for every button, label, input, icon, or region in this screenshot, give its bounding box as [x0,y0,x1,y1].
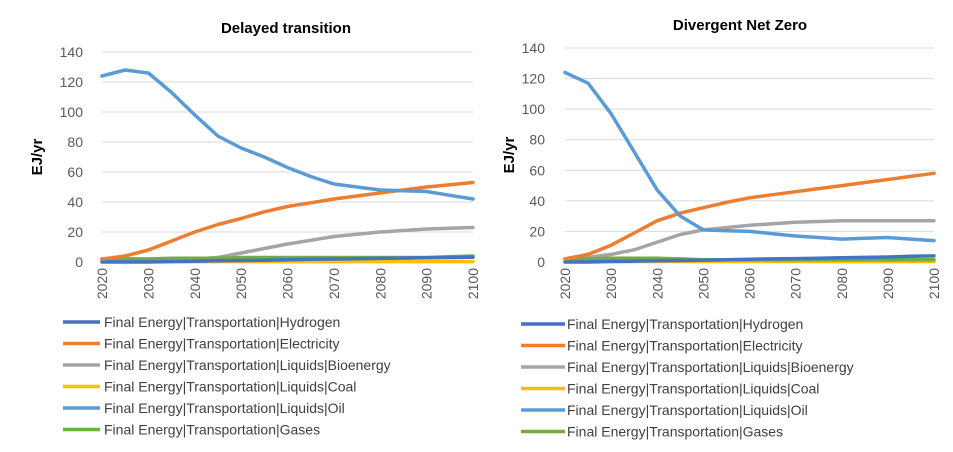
x-tick-label: 2020 [94,268,110,299]
x-tick-label: 2090 [419,268,435,299]
y-tick-label: 60 [67,164,83,180]
y-tick-label: 100 [60,104,84,120]
chart-delayed-transition: Delayed transition 0 20 40 60 80 100 120 140 EJ/y… [29,20,481,438]
x-tick-label: 2080 [834,268,850,299]
chart-svg-delayed-transition: Delayed transition020406080100120140EJ/y… [29,20,481,438]
x-tick-label: 2100 [926,268,942,299]
legend-entry: Final Energy|Transportation|Electricity [567,338,803,354]
x-tick-label: 2070 [326,268,342,299]
chart-title: Delayed transition [221,20,351,37]
x-tick-label: 2080 [372,268,388,299]
y-tick-label: 40 [529,193,545,209]
x-tick-label: 2070 [788,268,804,299]
legend-entry: Final Energy|Transportation|Electricity [104,336,340,352]
legend-entry: Final Energy|Transportation|Hydrogen [104,314,340,330]
legend-entry: Final Energy|Transportation|Liquids|Coal [104,379,356,395]
legend-entry: Final Energy|Transportation|Gases [104,422,320,438]
x-tick-label: 2030 [603,268,619,299]
y-tick-label: 80 [67,134,83,150]
y-tick-label: 140 [60,44,84,60]
y-tick-label: 120 [60,74,84,90]
legend-entry: Final Energy|Transportation|Liquids|Bioe… [104,357,391,373]
x-tick-label: 2100 [465,268,481,299]
legend-entry: Final Energy|Transportation|Hydrogen [567,316,803,332]
series-line-hydrogen [563,254,936,264]
series-line-electricity [563,171,936,261]
x-tick-label: 2060 [280,268,296,299]
y-tick-label: 20 [529,223,545,239]
x-tick-label: 2050 [233,268,249,299]
legend-entry: Final Energy|Transportation|Gases [567,424,783,440]
y-tick-label: 120 [522,71,546,87]
legend-entry: Final Energy|Transportation|Liquids|Bioe… [567,359,854,375]
y-tick-label: 140 [522,40,546,56]
x-tick-label: 2090 [880,268,896,299]
y-tick-label: 40 [67,194,83,210]
y-tick-label: 0 [537,254,545,270]
y-axis-label: EJ/yr [29,138,46,175]
chart-svg-divergent-net-zero: Divergent Net Zero020406080100120140EJ/y… [501,17,942,440]
y-tick-label: 20 [67,224,83,240]
x-tick-label: 2040 [187,268,203,299]
y-tick-label: 60 [529,162,545,178]
chart-title: Divergent Net Zero [673,17,807,34]
series-line-electricity [100,180,475,261]
x-tick-label: 2060 [742,268,758,299]
series-line-liquids-oil [100,68,475,201]
y-tick-label: 0 [75,254,83,270]
chart-divergent-net-zero: Divergent Net Zero 0 20 40 60 80 100 120 140 EJ/y… [478,0,953,452]
legend-entry: Final Energy|Transportation|Liquids|Oil [104,400,345,416]
series-line-hydrogen [100,255,475,264]
series-line-liquids-oil [563,70,936,243]
x-tick-label: 2020 [557,268,573,299]
legend-entry: Final Energy|Transportation|Liquids|Oil [567,402,808,418]
x-tick-label: 2040 [649,268,665,299]
x-tick-label: 2030 [140,268,156,299]
y-tick-label: 100 [522,101,546,117]
y-axis-label: EJ/yr [501,136,518,173]
y-tick-label: 80 [529,132,545,148]
legend-entry: Final Energy|Transportation|Liquids|Coal [567,381,819,397]
x-tick-label: 2050 [695,268,711,299]
series-line-liquids-bioenergy [563,218,936,261]
